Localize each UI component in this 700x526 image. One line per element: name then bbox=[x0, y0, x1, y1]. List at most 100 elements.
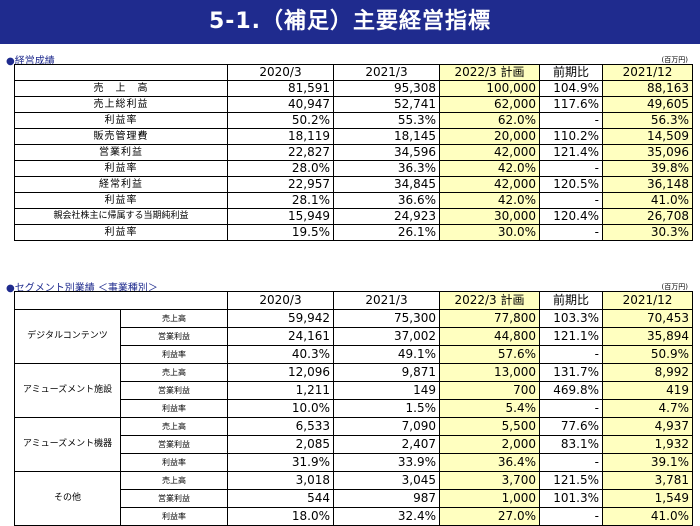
header-cell: 2021/3 bbox=[333, 64, 440, 81]
value-cell: 3,018 bbox=[227, 471, 334, 490]
metric-label: 営業利益 bbox=[120, 489, 228, 508]
value-cell: 110.2% bbox=[539, 128, 603, 145]
value-cell: 37,002 bbox=[333, 327, 440, 346]
metric-label: 営業利益 bbox=[120, 381, 228, 400]
value-cell: 41.0% bbox=[602, 507, 693, 526]
row-label: 経常利益 bbox=[14, 176, 228, 193]
value-cell: 62,000 bbox=[439, 96, 540, 113]
value-cell: 15,949 bbox=[227, 208, 334, 225]
value-cell: 24,923 bbox=[333, 208, 440, 225]
value-cell: 77.6% bbox=[539, 417, 603, 436]
value-cell: 41.0% bbox=[602, 192, 693, 209]
table-row: 営業利益 24,161 37,002 44,800 121.1% 35,894 bbox=[15, 327, 693, 346]
row-label: 利益率 bbox=[14, 192, 228, 209]
unit-label-results: (百万円) bbox=[661, 56, 688, 64]
table-row: 利益率 19.5% 26.1% 30.0% -30.3% bbox=[14, 224, 693, 241]
value-cell: 987 bbox=[333, 489, 440, 508]
row-label: 売上総利益 bbox=[14, 96, 228, 113]
metric-label: 営業利益 bbox=[120, 435, 228, 454]
value-cell: 34,845 bbox=[333, 176, 440, 193]
value-cell: 2,000 bbox=[439, 435, 540, 454]
value-cell: 30,000 bbox=[439, 208, 540, 225]
section-label-results: ●経営成績 bbox=[6, 56, 55, 67]
header-cell: 2020/3 bbox=[227, 291, 334, 310]
table-row: 利益率 31.9% 33.9% 36.4% -39.1% bbox=[15, 453, 693, 472]
metric-label: 売上高 bbox=[120, 309, 228, 328]
table-row: 利益率 50.2% 55.3% 62.0% -56.3% bbox=[14, 112, 693, 129]
value-cell: 131.7% bbox=[539, 363, 603, 382]
value-cell: 52,741 bbox=[333, 96, 440, 113]
row-label: 販売管理費 bbox=[14, 128, 228, 145]
table-row: 売上総利益 40,947 52,741 62,000 117.6% 49,605 bbox=[14, 96, 693, 113]
header-cell: 2022/3 計画 bbox=[439, 291, 540, 310]
table-row: 利益率 10.0% 1.5% 5.4% -4.7% bbox=[15, 399, 693, 418]
value-cell: 26.1% bbox=[333, 224, 440, 241]
value-cell: - bbox=[539, 112, 603, 129]
value-cell: 469.8% bbox=[539, 381, 603, 400]
value-cell: 40.3% bbox=[227, 345, 334, 364]
header-cell: 前期比 bbox=[539, 64, 603, 81]
header-cell bbox=[14, 291, 228, 310]
value-cell: 1.5% bbox=[333, 399, 440, 418]
value-cell: 49.1% bbox=[333, 345, 440, 364]
table-row: 営業利益 22,827 34,596 42,000 121.4% 35,096 bbox=[14, 144, 693, 161]
value-cell: 39.1% bbox=[602, 453, 693, 472]
table-row: 利益率 28.1% 36.6% 42.0% -41.0% bbox=[14, 192, 693, 209]
value-cell: 19.5% bbox=[227, 224, 334, 241]
value-cell: 4.7% bbox=[602, 399, 693, 418]
value-cell: 36,148 bbox=[602, 176, 693, 193]
value-cell: 75,300 bbox=[333, 309, 440, 328]
value-cell: 3,700 bbox=[439, 471, 540, 490]
value-cell: 95,308 bbox=[333, 80, 440, 97]
value-cell: 27.0% bbox=[439, 507, 540, 526]
value-cell: 3,781 bbox=[602, 471, 693, 490]
value-cell: 121.4% bbox=[539, 144, 603, 161]
value-cell: 120.5% bbox=[539, 176, 603, 193]
value-cell: - bbox=[539, 399, 603, 418]
row-label: 親会社株主に帰属する当期純利益 bbox=[14, 208, 228, 225]
value-cell: 57.6% bbox=[439, 345, 540, 364]
value-cell: 36.3% bbox=[333, 160, 440, 177]
value-cell: 40,947 bbox=[227, 96, 334, 113]
value-cell: 22,957 bbox=[227, 176, 334, 193]
value-cell: 31.9% bbox=[227, 453, 334, 472]
value-cell: 18,145 bbox=[333, 128, 440, 145]
value-cell: 70,453 bbox=[602, 309, 693, 328]
value-cell: 2,407 bbox=[333, 435, 440, 454]
metric-label: 営業利益 bbox=[120, 327, 228, 346]
value-cell: 5,500 bbox=[439, 417, 540, 436]
metric-label: 売上高 bbox=[120, 417, 228, 436]
value-cell: 42,000 bbox=[439, 176, 540, 193]
value-cell: 28.0% bbox=[227, 160, 334, 177]
value-cell: 1,211 bbox=[227, 381, 334, 400]
table-row: 利益率 18.0% 32.4% 27.0% -41.0% bbox=[15, 507, 693, 526]
row-label: 営業利益 bbox=[14, 144, 228, 161]
section-label-segments: ●セグメント別業績 ＜事業種別＞ bbox=[6, 283, 158, 294]
header-cell: 前期比 bbox=[539, 291, 603, 310]
value-cell: 18,119 bbox=[227, 128, 334, 145]
segment-label: デジタルコンテンツ bbox=[14, 309, 121, 364]
value-cell: 56.3% bbox=[602, 112, 693, 129]
value-cell: 50.2% bbox=[227, 112, 334, 129]
value-cell: 42,000 bbox=[439, 144, 540, 161]
value-cell: 6,533 bbox=[227, 417, 334, 436]
value-cell: 36.4% bbox=[439, 453, 540, 472]
value-cell: 35,096 bbox=[602, 144, 693, 161]
header-cell: 2021/3 bbox=[333, 291, 440, 310]
value-cell: 7,090 bbox=[333, 417, 440, 436]
metric-label: 利益率 bbox=[120, 453, 228, 472]
value-cell: 35,894 bbox=[602, 327, 693, 346]
value-cell: - bbox=[539, 160, 603, 177]
value-cell: 34,596 bbox=[333, 144, 440, 161]
value-cell: - bbox=[539, 453, 603, 472]
unit-label-segments: (百万円) bbox=[661, 283, 688, 291]
value-cell: 26,708 bbox=[602, 208, 693, 225]
value-cell: 81,591 bbox=[227, 80, 334, 97]
value-cell: 121.1% bbox=[539, 327, 603, 346]
value-cell: 120.4% bbox=[539, 208, 603, 225]
value-cell: 9,871 bbox=[333, 363, 440, 382]
value-cell: 55.3% bbox=[333, 112, 440, 129]
metric-label: 利益率 bbox=[120, 345, 228, 364]
value-cell: 5.4% bbox=[439, 399, 540, 418]
row-label: 利益率 bbox=[14, 160, 228, 177]
